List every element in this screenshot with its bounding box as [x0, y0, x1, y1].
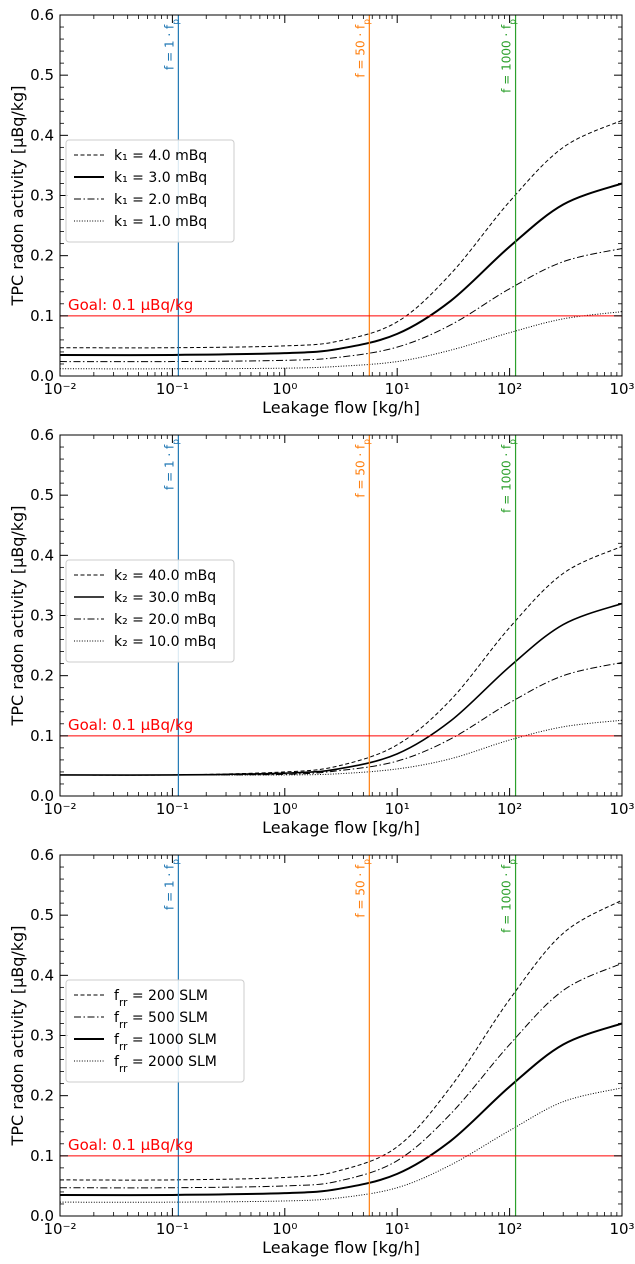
x-tick-label: 10⁻² [43, 800, 76, 818]
x-axis-label: Leakage flow [kg/h] [262, 818, 420, 837]
y-tick-label: 0.2 [30, 667, 54, 685]
y-axis-label: TPC radon activity [µBq/kg] [8, 926, 27, 1147]
series-line-3 [60, 1022, 622, 1197]
x-tick-label: 10¹ [385, 1220, 410, 1238]
y-tick-label: 0.5 [30, 66, 54, 84]
y-tick-label: 0.2 [30, 247, 54, 265]
y-axis-label: TPC radon activity [µBq/kg] [8, 506, 27, 727]
x-tick-label: 10⁰ [272, 800, 297, 818]
y-tick-label: 0.4 [30, 546, 54, 564]
y-tick-label: 0.0 [30, 787, 54, 805]
x-tick-label: 10⁻¹ [156, 800, 189, 818]
series-line-3 [60, 247, 622, 363]
legend-entry: k₁ = 4.0 mBq [114, 148, 207, 164]
legend: k₂ = 40.0 mBq k₂ = 30.0 mBq k₂ = 20.0 mBq k… [65, 559, 235, 663]
series-line-2 [60, 182, 622, 357]
y-tick-label: 0.4 [30, 126, 54, 144]
x-tick-label: 10² [497, 800, 522, 818]
y-axis-label: TPC radon activity [µBq/kg] [8, 86, 27, 307]
legend-entry: k₂ = 40.0 mBq [114, 568, 216, 584]
y-tick-label: 0.5 [30, 906, 54, 924]
series-line-1 [60, 119, 622, 349]
legend-entry: k₁ = 2.0 mBq [114, 192, 207, 208]
series-line-1 [60, 899, 622, 1181]
x-tick-label: 10² [497, 1220, 522, 1238]
chart-panel-2: f = 1 · fpf = 50 · fpf = 1000 · fpGoal: … [8, 426, 635, 837]
y-tick-label: 0.1 [30, 307, 54, 325]
y-tick-label: 0.3 [30, 607, 54, 625]
x-axis-label: Leakage flow [kg/h] [262, 398, 420, 417]
legend-entry: frr = 500 SLM [114, 1010, 208, 1031]
x-tick-label: 10³ [609, 1220, 634, 1238]
y-tick-label: 0.3 [30, 187, 54, 205]
series-line-2 [60, 962, 622, 1189]
goal-label: Goal: 0.1 µBq/kg [68, 716, 193, 734]
x-tick-label: 10⁰ [272, 1220, 297, 1238]
series-line-4 [60, 719, 622, 776]
x-axis-label: Leakage flow [kg/h] [262, 1238, 420, 1257]
plot-area [60, 855, 622, 1216]
y-tick-label: 0.6 [30, 426, 54, 444]
legend-entry: frr = 2000 SLM [114, 1054, 217, 1075]
chart-panel-1: f = 1 · fpf = 50 · fpf = 1000 · fpGoal: … [8, 6, 635, 417]
legend-entry: k₂ = 20.0 mBq [114, 612, 216, 628]
y-tick-label: 0.4 [30, 966, 54, 984]
y-tick-label: 0.1 [30, 727, 54, 745]
goal-label: Goal: 0.1 µBq/kg [68, 1136, 193, 1154]
y-tick-label: 0.2 [30, 1087, 54, 1105]
x-tick-label: 10² [497, 380, 522, 398]
x-tick-label: 10¹ [385, 800, 410, 818]
legend-entry: k₂ = 30.0 mBq [114, 590, 216, 606]
y-tick-label: 0.6 [30, 846, 54, 864]
y-tick-label: 0.6 [30, 6, 54, 24]
x-tick-label: 10⁻¹ [156, 380, 189, 398]
y-tick-label: 0.0 [30, 1207, 54, 1225]
series-line-4 [60, 1087, 622, 1203]
y-tick-label: 0.5 [30, 486, 54, 504]
x-tick-label: 10⁻² [43, 1220, 76, 1238]
x-tick-label: 10³ [609, 800, 634, 818]
chart-panel-3: f = 1 · fpf = 50 · fpf = 1000 · fpGoal: … [8, 846, 635, 1257]
plot-area [60, 435, 622, 796]
x-tick-label: 10⁻¹ [156, 1220, 189, 1238]
legend-entry: frr = 200 SLM [114, 988, 208, 1009]
x-tick-label: 10¹ [385, 380, 410, 398]
x-tick-label: 10⁻² [43, 380, 76, 398]
legend-entry: k₁ = 1.0 mBq [114, 214, 207, 230]
goal-label: Goal: 0.1 µBq/kg [68, 296, 193, 314]
x-tick-label: 10³ [609, 380, 634, 398]
legend: k₁ = 4.0 mBq k₁ = 3.0 mBq k₁ = 2.0 mBq k₁ =… [65, 139, 235, 243]
plot-area [60, 15, 622, 376]
y-tick-label: 0.3 [30, 1027, 54, 1045]
legend-entry: frr = 1000 SLM [114, 1032, 217, 1053]
series-line-4 [60, 311, 622, 370]
legend-entry: k₂ = 10.0 mBq [114, 634, 216, 650]
legend-entry: k₁ = 3.0 mBq [114, 170, 207, 186]
y-tick-label: 0.1 [30, 1147, 54, 1165]
y-tick-label: 0.0 [30, 367, 54, 385]
x-tick-label: 10⁰ [272, 380, 297, 398]
